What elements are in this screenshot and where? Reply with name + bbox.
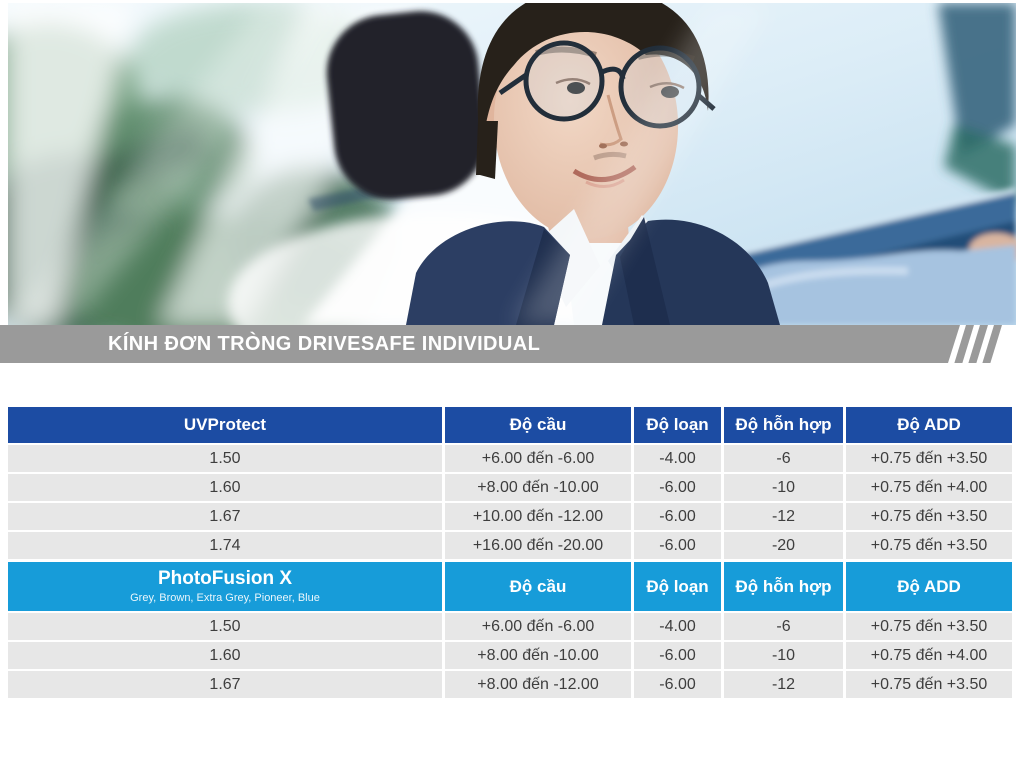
value-cell: -6.00 (634, 532, 721, 559)
value-cell: -6 (724, 445, 843, 472)
value-cell: -10 (724, 642, 843, 669)
value-cell: +0.75 đến +3.50 (846, 532, 1012, 559)
title-banner-body: KÍNH ĐƠN TRÒNG DRIVESAFE INDIVIDUAL (0, 325, 960, 363)
column-header-uvprotect: UVProtect (8, 407, 442, 443)
index-cell: 1.50 (8, 613, 442, 640)
value-cell: -6.00 (634, 671, 721, 698)
hero-photo (8, 3, 1016, 325)
product-name: UVProtect (183, 415, 267, 435)
index-cell: 1.60 (8, 474, 442, 501)
index-cell: 1.74 (8, 532, 442, 559)
column-header: Độ ADD (846, 562, 1012, 611)
column-header: Độ hỗn hợp (724, 407, 843, 443)
column-header: Độ loạn (634, 562, 721, 611)
title-banner: KÍNH ĐƠN TRÒNG DRIVESAFE INDIVIDUAL (0, 325, 1024, 363)
index-cell: 1.50 (8, 445, 442, 472)
column-header-photofusionx: PhotoFusion X Grey, Brown, Extra Grey, Pi… (8, 562, 442, 611)
product-variants: Grey, Brown, Extra Grey, Pioneer, Blue (130, 592, 320, 605)
value-cell: -4.00 (634, 613, 721, 640)
value-cell: -6.00 (634, 503, 721, 530)
value-cell: +0.75 đến +3.50 (846, 445, 1012, 472)
value-cell: +0.75 đến +4.00 (846, 642, 1012, 669)
value-cell: +8.00 đến -10.00 (445, 642, 631, 669)
value-cell: +0.75 đến +3.50 (846, 671, 1012, 698)
index-cell: 1.67 (8, 671, 442, 698)
column-header: Độ hỗn hợp (724, 562, 843, 611)
value-cell: -12 (724, 671, 843, 698)
value-cell: -6.00 (634, 642, 721, 669)
value-cell: -20 (724, 532, 843, 559)
index-cell: 1.60 (8, 642, 442, 669)
value-cell: -4.00 (634, 445, 721, 472)
column-header: Độ cầu (445, 407, 631, 443)
uvprotect-table: UVProtect Độ cầu Độ loạn Độ hỗn hợp Độ ADD 1.… (8, 407, 1012, 559)
value-cell: +6.00 đến -6.00 (445, 613, 631, 640)
value-cell: +8.00 đến -10.00 (445, 474, 631, 501)
column-header: Độ loạn (634, 407, 721, 443)
product-name: PhotoFusion X (157, 568, 293, 590)
value-cell: +0.75 đến +4.00 (846, 474, 1012, 501)
value-cell: -6.00 (634, 474, 721, 501)
value-cell: -10 (724, 474, 843, 501)
page-title: KÍNH ĐƠN TRÒNG DRIVESAFE INDIVIDUAL (108, 332, 541, 355)
value-cell: +8.00 đến -12.00 (445, 671, 631, 698)
value-cell: +16.00 đến -20.00 (445, 532, 631, 559)
driver-photo-illustration (8, 3, 1016, 325)
value-cell: +0.75 đến +3.50 (846, 613, 1012, 640)
photofusionx-table: PhotoFusion X Grey, Brown, Extra Grey, Pi… (8, 562, 1012, 698)
column-header: Độ cầu (445, 562, 631, 611)
value-cell: +6.00 đến -6.00 (445, 445, 631, 472)
index-cell: 1.67 (8, 503, 442, 530)
value-cell: -6 (724, 613, 843, 640)
column-header: Độ ADD (846, 407, 1012, 443)
value-cell: +0.75 đến +3.50 (846, 503, 1012, 530)
value-cell: -12 (724, 503, 843, 530)
value-cell: +10.00 đến -12.00 (445, 503, 631, 530)
